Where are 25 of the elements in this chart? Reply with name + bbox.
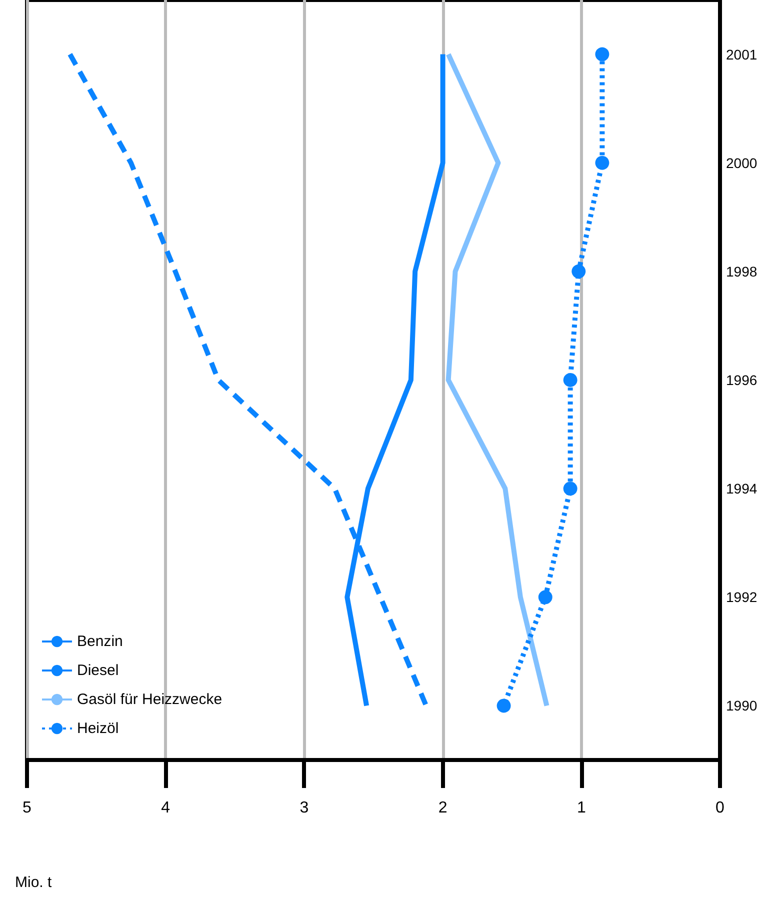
x-tick-label: 4 (161, 800, 170, 816)
point (572, 264, 586, 278)
x-tick-label: 2 (438, 800, 448, 816)
x-axis-title: Mio. t (15, 874, 53, 891)
legend-label: Heizöl (77, 720, 119, 737)
point (538, 590, 552, 604)
y-tick-label: 1996 (726, 372, 758, 388)
x-tick-label: 1 (576, 800, 586, 816)
legend-label: Benzin (77, 633, 123, 650)
y-tick-label: 1992 (726, 589, 758, 606)
legend-label: Gasöl für Heizzwecke (77, 691, 222, 708)
y-tick-label: 1994 (726, 480, 758, 497)
point (563, 373, 578, 387)
point (563, 482, 578, 496)
point (496, 698, 511, 713)
x-tick-label: 3 (300, 800, 309, 816)
x-tick-label: 0 (716, 800, 725, 816)
legend-label: Diesel (77, 662, 119, 679)
y-tick-label: 2001 (726, 46, 758, 62)
point (595, 47, 610, 62)
y-tick-label: 1998 (726, 263, 758, 280)
y-tick-label: 2000 (726, 154, 758, 171)
y-tick-label: 1990 (726, 698, 758, 714)
x-tick-label: 5 (22, 800, 32, 816)
point (595, 156, 610, 170)
